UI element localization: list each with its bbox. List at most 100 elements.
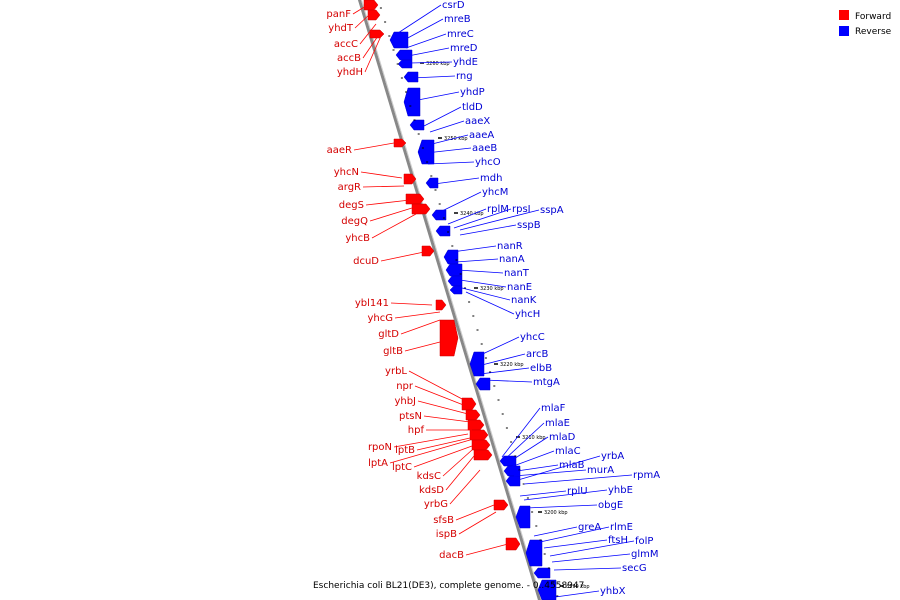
reverse-gene-feature[interactable] (403, 87, 421, 117)
forward-gene-label[interactable]: kdsD (419, 485, 444, 496)
reverse-gene-feature[interactable] (505, 475, 521, 487)
forward-gene-label[interactable]: aaeR (327, 145, 352, 156)
reverse-gene-label[interactable]: rlmE (610, 522, 633, 533)
reverse-gene-label[interactable]: mreB (444, 14, 471, 25)
forward-gene-feature[interactable] (461, 397, 477, 411)
forward-gene-feature[interactable] (465, 409, 481, 421)
forward-gene-label[interactable]: rpoN (368, 442, 392, 453)
forward-gene-label[interactable]: yrbG (424, 499, 448, 510)
forward-gene-feature[interactable] (393, 138, 407, 148)
forward-gene-label[interactable]: dacB (439, 550, 464, 561)
reverse-gene-label[interactable]: folP (635, 536, 653, 547)
reverse-gene-label[interactable]: ftsH (608, 535, 628, 546)
reverse-gene-feature[interactable] (397, 59, 413, 69)
reverse-gene-label[interactable]: glmM (631, 549, 659, 560)
reverse-gene-label[interactable]: mlaC (555, 446, 581, 457)
reverse-gene-feature[interactable] (475, 377, 491, 391)
reverse-gene-feature[interactable] (395, 49, 413, 61)
forward-gene-feature[interactable] (367, 9, 381, 21)
forward-gene-feature[interactable] (469, 429, 489, 441)
forward-gene-feature[interactable] (467, 419, 485, 431)
reverse-gene-feature[interactable] (443, 249, 459, 265)
reverse-gene-label[interactable]: rng (456, 71, 473, 82)
forward-gene-label[interactable]: degQ (341, 216, 368, 227)
forward-gene-feature[interactable] (363, 0, 379, 11)
forward-gene-label[interactable]: accB (337, 53, 361, 64)
forward-gene-feature[interactable] (473, 449, 493, 461)
reverse-gene-label[interactable]: mreD (450, 43, 478, 54)
forward-gene-label[interactable]: ybl141 (355, 298, 389, 309)
reverse-gene-label[interactable]: mlaF (541, 403, 566, 414)
reverse-gene-label[interactable]: yhbE (608, 485, 633, 496)
reverse-gene-label[interactable]: rpsI (512, 204, 531, 215)
forward-gene-feature[interactable] (411, 203, 431, 215)
reverse-gene-label[interactable]: yhdP (460, 87, 485, 98)
reverse-gene-label[interactable]: murA (587, 465, 614, 476)
reverse-gene-label[interactable]: aaeA (469, 130, 494, 141)
forward-gene-feature[interactable] (439, 319, 459, 357)
forward-gene-feature[interactable] (421, 245, 435, 257)
forward-gene-label[interactable]: gltB (383, 346, 403, 357)
forward-gene-label[interactable]: accC (334, 39, 358, 50)
reverse-gene-label[interactable]: mlaE (545, 418, 570, 429)
reverse-gene-label[interactable]: yhdE (453, 57, 478, 68)
reverse-gene-feature[interactable] (425, 177, 439, 189)
forward-gene-feature[interactable] (369, 29, 385, 39)
forward-gene-label[interactable]: gltD (378, 329, 399, 340)
forward-gene-label[interactable]: sfsB (433, 515, 454, 526)
reverse-gene-label[interactable]: aaeB (472, 143, 497, 154)
reverse-gene-feature[interactable] (403, 71, 419, 83)
forward-gene-label[interactable]: yhcN (334, 167, 359, 178)
forward-gene-label[interactable]: dcuD (353, 256, 379, 267)
forward-gene-label[interactable]: kdsC (417, 471, 441, 482)
forward-gene-label[interactable]: panF (326, 9, 351, 20)
reverse-gene-label[interactable]: tldD (462, 102, 483, 113)
reverse-gene-label[interactable]: yrbA (601, 451, 624, 462)
forward-gene-feature[interactable] (403, 173, 417, 185)
reverse-gene-label[interactable]: yhcO (475, 157, 501, 168)
forward-gene-feature[interactable] (435, 299, 447, 311)
reverse-gene-label[interactable]: aaeX (465, 116, 490, 127)
forward-gene-feature[interactable] (493, 499, 509, 511)
forward-gene-label[interactable]: lptB (395, 445, 415, 456)
reverse-gene-label[interactable]: sspA (540, 205, 564, 216)
reverse-gene-label[interactable]: csrD (442, 0, 465, 11)
reverse-gene-label[interactable]: mlaD (549, 432, 576, 443)
reverse-gene-label[interactable]: mlaB (559, 460, 585, 471)
forward-gene-label[interactable]: hpf (408, 425, 425, 436)
reverse-gene-feature[interactable] (515, 505, 531, 529)
forward-gene-label[interactable]: degS (339, 200, 364, 211)
reverse-gene-feature[interactable] (449, 285, 463, 295)
reverse-gene-label[interactable]: rplU (567, 486, 588, 497)
reverse-gene-label[interactable]: arcB (526, 349, 549, 360)
reverse-gene-label[interactable]: greA (578, 522, 601, 533)
reverse-gene-feature[interactable] (537, 579, 557, 600)
forward-gene-feature[interactable] (405, 193, 425, 205)
forward-gene-label[interactable]: yhdT (328, 23, 354, 34)
forward-gene-label[interactable]: yhcB (345, 233, 370, 244)
forward-gene-label[interactable]: ispB (436, 529, 457, 540)
reverse-gene-feature[interactable] (435, 225, 451, 237)
reverse-gene-feature[interactable] (469, 351, 485, 377)
reverse-gene-label[interactable]: yhcC (520, 332, 545, 343)
reverse-gene-feature[interactable] (389, 31, 409, 49)
forward-gene-feature[interactable] (505, 537, 521, 551)
forward-gene-label[interactable]: yhbJ (394, 396, 416, 407)
reverse-gene-label[interactable]: mreC (447, 29, 474, 40)
forward-gene-label[interactable]: lptA (368, 458, 388, 469)
reverse-gene-label[interactable]: nanA (499, 254, 525, 265)
forward-gene-label[interactable]: yrbL (385, 366, 407, 377)
forward-gene-label[interactable]: yhdH (337, 67, 363, 78)
forward-gene-label[interactable]: yhcG (367, 313, 393, 324)
reverse-gene-label[interactable]: rplM (487, 204, 509, 215)
reverse-gene-label[interactable]: nanR (497, 241, 523, 252)
forward-gene-label[interactable]: lptC (392, 462, 412, 473)
reverse-gene-label[interactable]: sspB (517, 220, 541, 231)
reverse-gene-label[interactable]: yhbX (600, 586, 626, 597)
reverse-gene-label[interactable]: rpmA (633, 470, 660, 481)
forward-gene-label[interactable]: argR (338, 182, 361, 193)
reverse-gene-feature[interactable] (533, 567, 551, 579)
forward-gene-label[interactable]: ptsN (399, 411, 422, 422)
forward-gene-feature[interactable] (471, 439, 491, 451)
reverse-gene-label[interactable]: mdh (480, 173, 502, 184)
